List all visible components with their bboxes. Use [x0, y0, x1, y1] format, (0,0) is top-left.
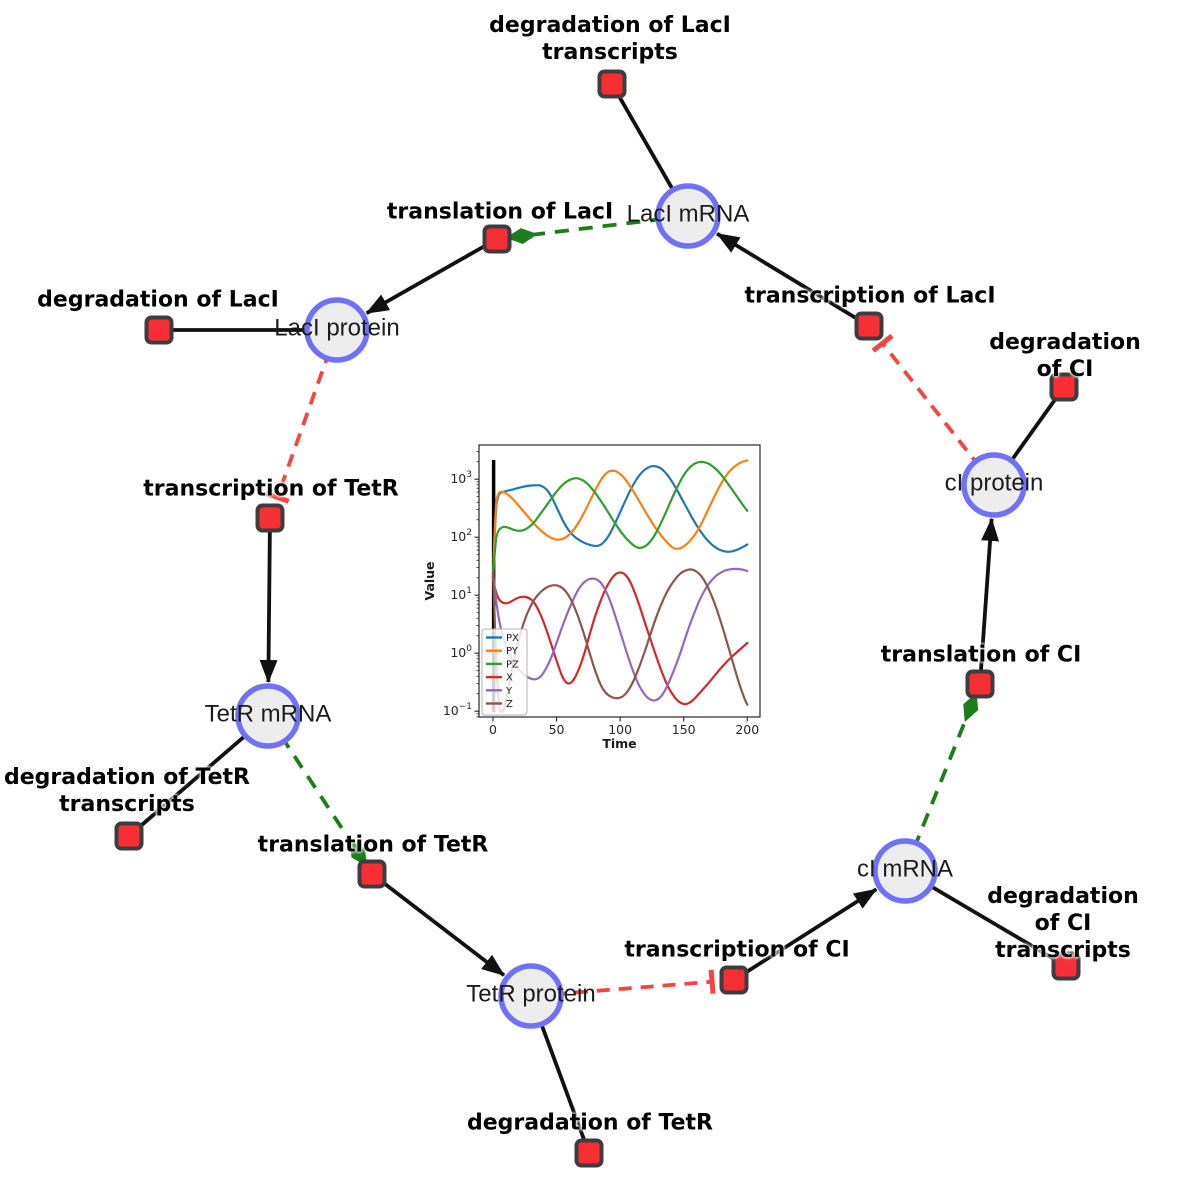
legend: PX PY PZ XYZ — [481, 628, 528, 716]
edge-translation-laci-laci-protein — [365, 237, 498, 315]
x-tick-label: 200 — [735, 722, 759, 737]
y-tick-label: 101 — [450, 586, 472, 602]
reaction-node-transcription-ci — [719, 965, 749, 995]
edge-translation-tetr-tetr-protein — [370, 872, 506, 977]
reaction-node-deg-tetr-transcripts — [114, 821, 144, 851]
reaction-node-deg-laci — [144, 315, 174, 345]
reaction-node-deg-ci — [1049, 372, 1079, 402]
series-line-x — [491, 571, 749, 706]
edge-transcription-tetr-tetr-mrna — [259, 517, 278, 684]
reaction-node-deg-laci-transcripts — [597, 69, 627, 99]
x-tick-label: 150 — [672, 722, 696, 737]
edge-transcription-ci-ci-mrna — [732, 887, 878, 982]
reaction-node-translation-ci — [965, 669, 995, 699]
legend-label-z: Z — [506, 699, 513, 710]
legend-label-px: PX — [506, 633, 519, 644]
legend-label-pz: PZ — [506, 659, 519, 670]
edge-transcription-laci-laci-mrna — [716, 232, 870, 328]
x-tick-label: 100 — [608, 722, 632, 737]
y-tick-label: 102 — [450, 528, 472, 544]
series-line-px — [491, 465, 749, 579]
y-tick-label: 10−1 — [443, 702, 472, 718]
species-node-tetr-protein — [498, 963, 564, 1029]
reaction-node-translation-laci — [482, 224, 512, 254]
species-node-tetr-mrna — [235, 683, 301, 749]
y-tick-label: 100 — [450, 644, 472, 660]
species-node-laci-mrna — [655, 183, 721, 249]
reaction-node-transcription-tetr — [255, 503, 285, 533]
species-node-ci-protein — [961, 452, 1027, 518]
legend-label-y: Y — [505, 686, 513, 697]
x-tick-label: 50 — [549, 722, 565, 737]
reaction-node-translation-tetr — [357, 859, 387, 889]
x-tick-label: 0 — [489, 722, 497, 737]
y-tick-label: 103 — [450, 470, 472, 486]
legend-label-x: X — [506, 673, 513, 684]
reaction-node-deg-ci-transcripts — [1051, 951, 1081, 981]
legend-label-py: PY — [506, 646, 519, 657]
x-axis-label: Time — [602, 736, 636, 751]
edge-translation-ci-ci-protein — [978, 517, 1000, 685]
reaction-node-deg-tetr — [574, 1138, 604, 1168]
reaction-node-transcription-laci — [854, 311, 884, 341]
series-line-y — [491, 567, 749, 702]
species-node-ci-mrna — [872, 838, 938, 904]
series-line-pz — [491, 460, 749, 579]
species-node-laci-protein — [304, 297, 370, 363]
y-axis-label: Value — [422, 561, 437, 600]
series-line-py — [491, 459, 749, 579]
